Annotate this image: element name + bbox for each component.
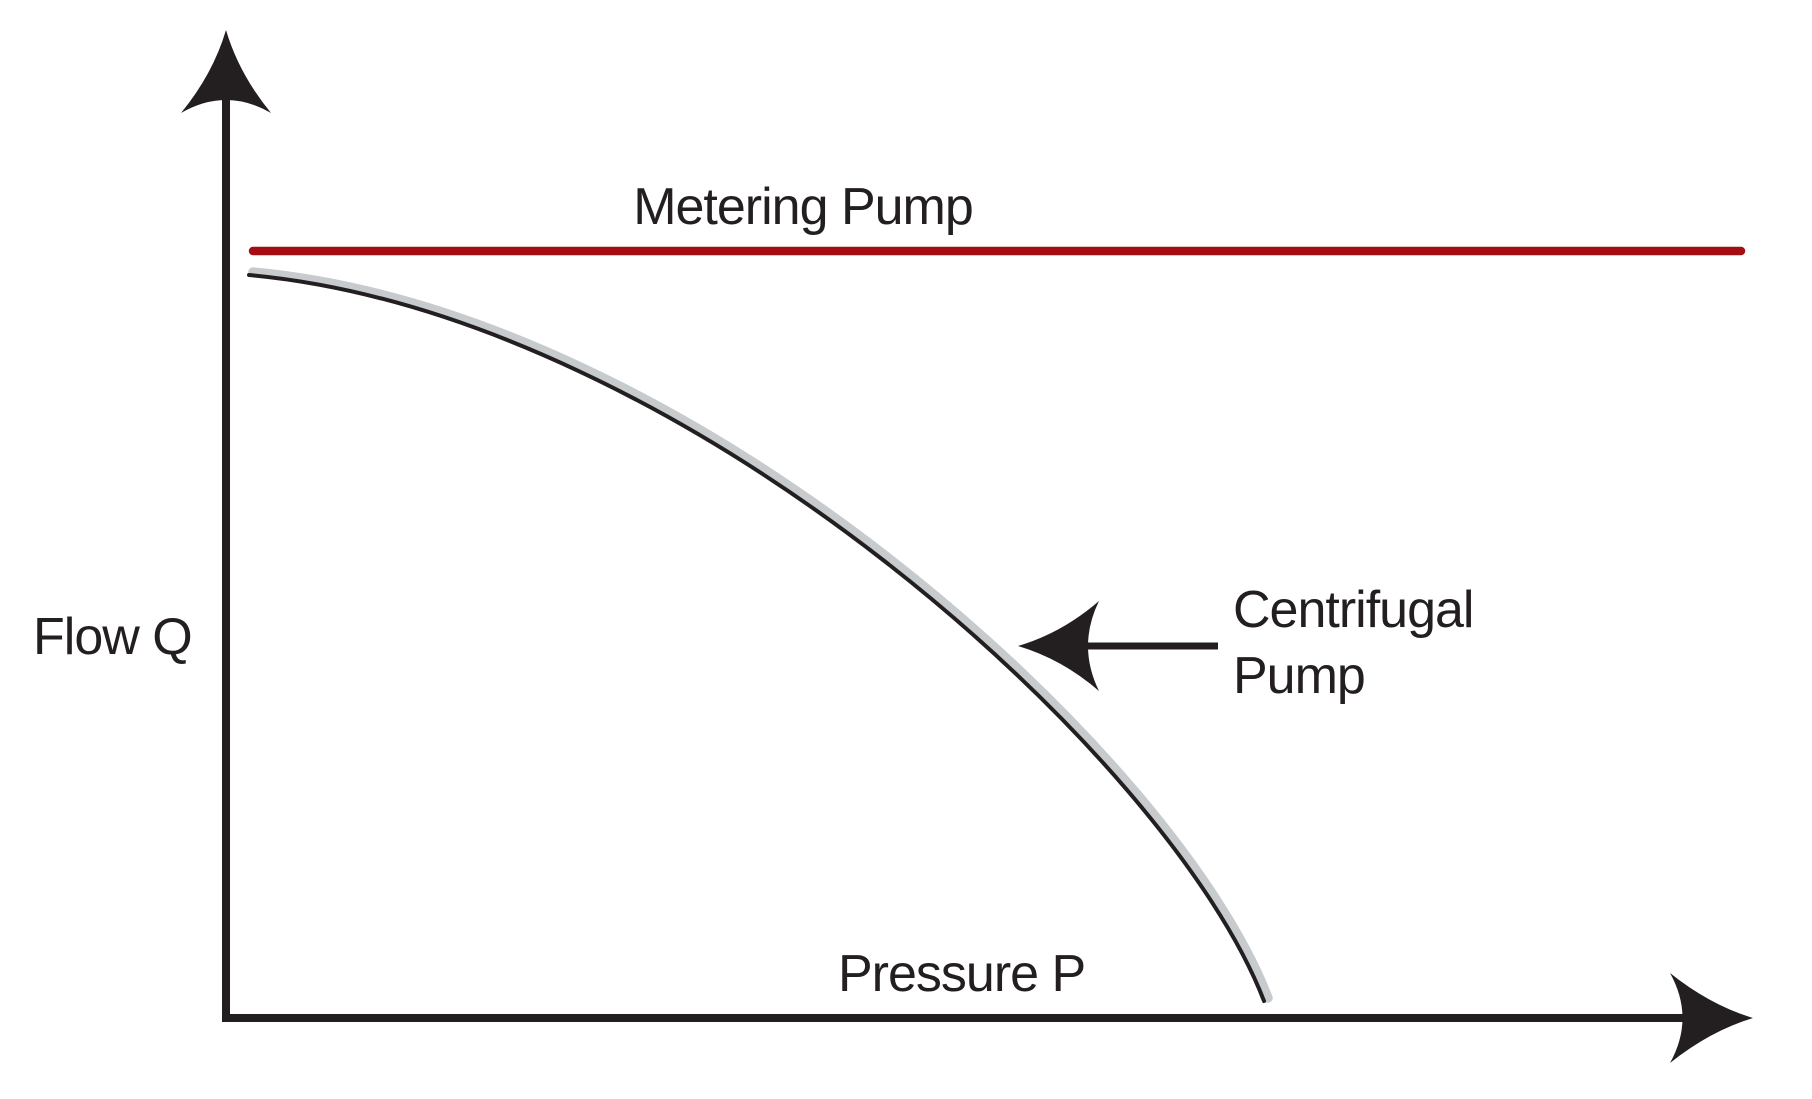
- centrifugal-pump-label: Centrifugal Pump: [1233, 577, 1474, 709]
- x-axis-label: Pressure P: [838, 945, 1086, 1003]
- centrifugal-pump-curve-highlight: [248, 267, 1273, 1003]
- y-axis-label: Flow Q: [33, 608, 193, 666]
- metering-pump-label: Metering Pump: [633, 178, 974, 236]
- y-axis-arrowhead-icon: [181, 30, 271, 113]
- centrifugal-pump-curve: [247, 273, 1266, 1003]
- centrifugal-pump-label-line1: Centrifugal: [1233, 581, 1474, 639]
- annotation-arrowhead-icon: [1018, 601, 1099, 691]
- x-axis-arrowhead-icon: [1670, 973, 1753, 1063]
- centrifugal-pump-label-line2: Pump: [1233, 647, 1366, 705]
